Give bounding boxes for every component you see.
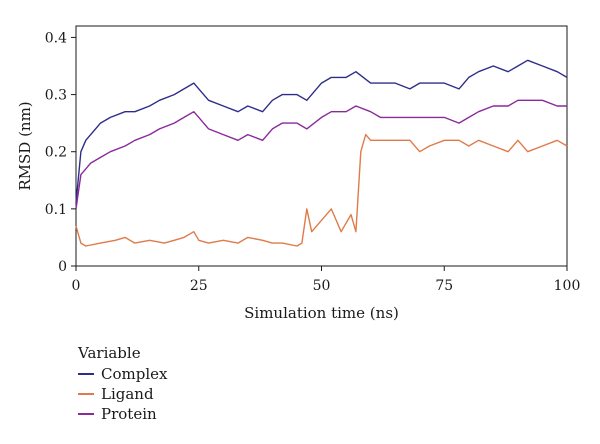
x-tick-label: 75 xyxy=(435,278,453,294)
legend-label-complex: Complex xyxy=(101,365,168,383)
series-line-ligand xyxy=(75,133,568,247)
y-tick-label: 0.1 xyxy=(45,202,67,218)
x-tick-label: 25 xyxy=(190,278,208,294)
x-tick-label: 100 xyxy=(554,278,581,294)
y-tick-label: 0.3 xyxy=(45,88,67,104)
y-axis-label: RMSD (nm) xyxy=(16,101,34,190)
x-tick-label: 0 xyxy=(72,278,81,294)
series-layer xyxy=(75,59,568,247)
x-axis-label: Simulation time (ns) xyxy=(244,304,399,322)
y-tick-label: 0.2 xyxy=(45,145,67,161)
legend-label-protein: Protein xyxy=(101,405,157,423)
series-line-protein xyxy=(75,99,567,209)
y-axis: 0 0.1 0.2 0.3 0.4 xyxy=(45,30,76,275)
x-tick-label: 50 xyxy=(313,278,331,294)
legend: Variable Complex Ligand Protein xyxy=(77,344,168,423)
y-tick-label: 0.4 xyxy=(45,30,67,46)
series-line-complex xyxy=(75,59,568,204)
plot-area xyxy=(75,25,568,267)
y-tick-label: 0 xyxy=(58,259,67,275)
legend-label-ligand: Ligand xyxy=(101,385,154,403)
legend-title: Variable xyxy=(77,344,141,362)
x-axis: 0 25 50 75 100 xyxy=(72,266,581,294)
